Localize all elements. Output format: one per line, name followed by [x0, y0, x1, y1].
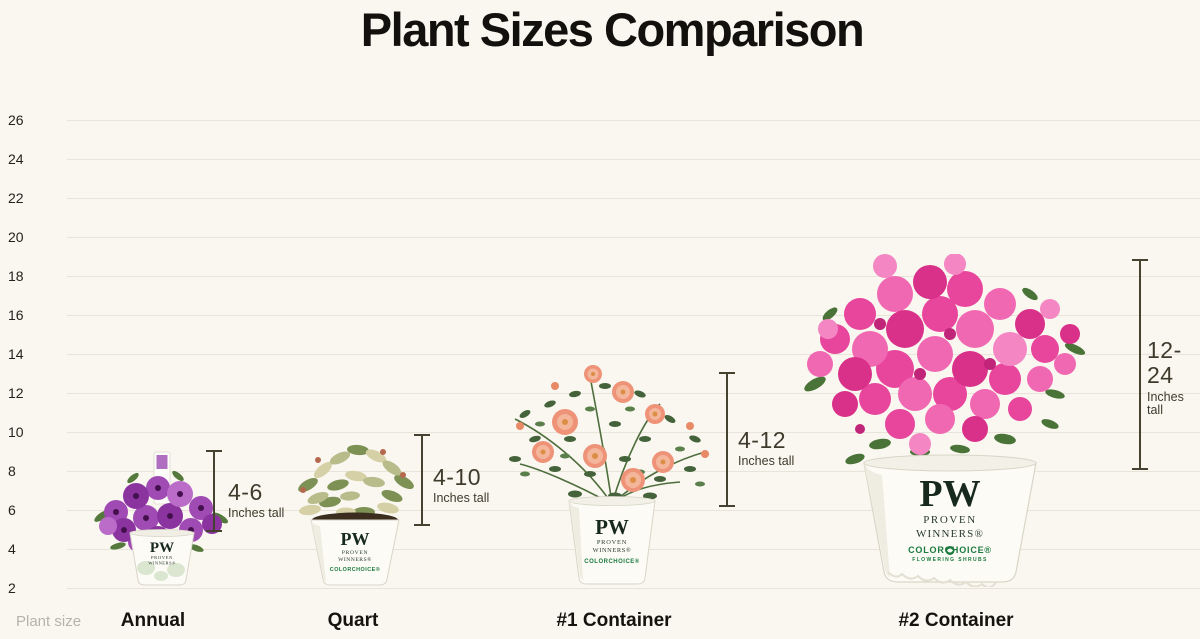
- quart-height-bracket: [414, 434, 430, 526]
- annual-plant-photo: PW PROVEN WINNERS®: [94, 451, 228, 586]
- container1-leaves: [509, 383, 701, 500]
- svg-text:PROVEN: PROVEN: [923, 514, 977, 526]
- gridline-16: [67, 315, 1200, 316]
- gridline-20: [67, 237, 1200, 238]
- y-tick-18: 18: [8, 268, 24, 284]
- quart-height-unit: Inches tall: [433, 491, 490, 506]
- gridline-2: [67, 588, 1200, 589]
- y-tick-22: 22: [8, 190, 24, 206]
- svg-text:PW: PW: [150, 540, 174, 556]
- container1-height-unit: Inches tall: [738, 454, 795, 469]
- container2-height-bracket: [1132, 259, 1148, 470]
- svg-text:COLORCHOICE®: COLORCHOICE®: [330, 566, 380, 573]
- annual-height-bracket: [206, 450, 222, 532]
- svg-text:PW: PW: [919, 473, 980, 515]
- quart-foliage: [298, 444, 414, 517]
- y-tick-2: 2: [8, 580, 16, 596]
- y-tick-16: 16: [8, 307, 24, 323]
- svg-text:PROVEN: PROVEN: [597, 539, 627, 546]
- container1-plant-photo: PW PROVEN WINNERS® COLORCHOICE®: [509, 365, 709, 585]
- annual-height-range: 4-6: [228, 479, 263, 505]
- svg-text:FLOWERING SHRUBS: FLOWERING SHRUBS: [912, 557, 987, 563]
- gridline-24: [67, 159, 1200, 160]
- y-tick-12: 12: [8, 385, 24, 401]
- quart-height-label: 4-10 Inches tall: [433, 464, 490, 506]
- gridline-18: [67, 276, 1200, 277]
- container1-pot: PW PROVEN WINNERS® COLORCHOICE®: [568, 496, 656, 585]
- gridline-10: [67, 432, 1200, 433]
- container2-height-unit: Inches tall: [1147, 389, 1184, 418]
- category-label-annual: Annual: [120, 610, 186, 631]
- y-tick-6: 6: [8, 502, 16, 518]
- gridline-26: [67, 120, 1200, 121]
- container2-plant-photo: PW PROVEN WINNERS® COLORCHOICE® FLOWERIN…: [804, 254, 1086, 587]
- svg-text:WINNERS®: WINNERS®: [916, 528, 984, 540]
- container1-height-range: 4-12: [738, 427, 787, 453]
- svg-text:PROVEN: PROVEN: [151, 555, 173, 560]
- y-tick-20: 20: [8, 229, 24, 245]
- y-tick-10: 10: [8, 424, 24, 440]
- container2-flowers: [807, 254, 1080, 455]
- y-tick-24: 24: [8, 151, 24, 167]
- container1-height-label: 4-12 Inches tall: [738, 427, 795, 469]
- category-label-quart: Quart: [327, 610, 379, 631]
- svg-text:WINNERS®: WINNERS®: [338, 556, 372, 563]
- y-tick-4: 4: [8, 541, 16, 557]
- container1-stems: [514, 375, 706, 505]
- gridline-22: [67, 198, 1200, 199]
- annual-height-unit: Inches tall: [228, 506, 285, 521]
- container2-height-label: 12-24 Inches tall: [1147, 337, 1200, 418]
- container2-pot: PW PROVEN WINNERS® COLORCHOICE® FLOWERIN…: [863, 454, 1037, 587]
- svg-text:WINNERS®: WINNERS®: [593, 547, 632, 554]
- y-tick-14: 14: [8, 346, 24, 362]
- quart-height-range: 4-10: [433, 464, 482, 490]
- svg-text:PW: PW: [595, 515, 629, 539]
- gridline-14: [67, 354, 1200, 355]
- quart-pot: PW PROVEN WINNERS® COLORCHOICE®: [310, 512, 400, 586]
- container2-height-range: 12-24: [1147, 337, 1182, 389]
- svg-text:COLORCHOICE®: COLORCHOICE®: [584, 558, 640, 565]
- y-tick-26: 26: [8, 112, 24, 128]
- category-label-container2: #2 Container: [898, 610, 1014, 631]
- container1-flowers: [516, 365, 709, 492]
- container1-height-bracket: [719, 372, 735, 507]
- annual-flowers: [99, 476, 222, 554]
- page-title: Plant Sizes Comparison: [360, 3, 865, 56]
- svg-text:PW: PW: [341, 529, 370, 549]
- y-tick-8: 8: [8, 463, 16, 479]
- x-axis-title: Plant size: [16, 613, 82, 630]
- quart-plant-photo: PW PROVEN WINNERS® COLORCHOICE®: [298, 444, 414, 586]
- annual-pot: PW PROVEN WINNERS®: [129, 529, 195, 586]
- category-label-container1: #1 Container: [556, 610, 672, 631]
- annual-height-label: 4-6 Inches tall: [228, 479, 285, 521]
- svg-text:WINNERS®: WINNERS®: [148, 561, 176, 566]
- svg-text:PROVEN: PROVEN: [342, 550, 369, 556]
